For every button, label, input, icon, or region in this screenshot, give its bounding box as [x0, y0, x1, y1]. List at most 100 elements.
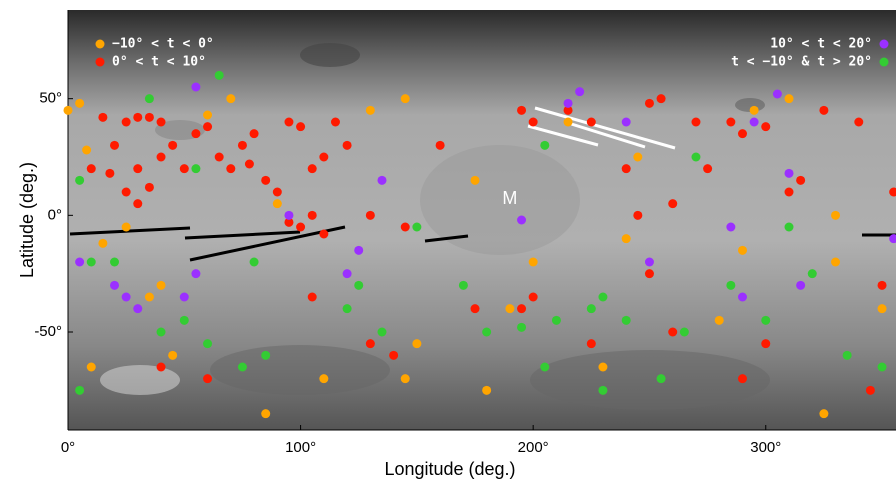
- point: [726, 223, 735, 232]
- point: [668, 328, 677, 337]
- legend-label: t < −10° & t > 20°: [731, 55, 872, 70]
- point: [587, 118, 596, 127]
- y-axis-title: Latitude (deg.): [17, 162, 37, 278]
- point: [738, 129, 747, 138]
- point: [203, 122, 212, 131]
- point: [575, 87, 584, 96]
- point: [505, 304, 514, 313]
- point: [180, 164, 189, 173]
- point: [203, 111, 212, 120]
- point: [366, 211, 375, 220]
- point: [203, 374, 212, 383]
- point: [819, 409, 828, 418]
- legend-marker: [880, 40, 889, 49]
- point: [715, 316, 724, 325]
- point: [343, 141, 352, 150]
- x-tick-label: 100°: [285, 439, 316, 456]
- point: [238, 363, 247, 372]
- point: [168, 141, 177, 150]
- point: [854, 118, 863, 127]
- point: [598, 386, 607, 395]
- point: [105, 169, 114, 178]
- point: [436, 141, 445, 150]
- point: [808, 269, 817, 278]
- point: [226, 164, 235, 173]
- point: [819, 106, 828, 115]
- point: [785, 223, 794, 232]
- point: [215, 71, 224, 80]
- point: [726, 281, 735, 290]
- point: [87, 164, 96, 173]
- point: [482, 386, 491, 395]
- point: [761, 339, 770, 348]
- point: [517, 304, 526, 313]
- point: [133, 113, 142, 122]
- point: [401, 374, 410, 383]
- point: [622, 164, 631, 173]
- point: [354, 246, 363, 255]
- point: [622, 316, 631, 325]
- point: [377, 176, 386, 185]
- point: [319, 230, 328, 239]
- point: [831, 211, 840, 220]
- point: [273, 188, 282, 197]
- point: [587, 304, 596, 313]
- point: [98, 239, 107, 248]
- point: [517, 216, 526, 225]
- point: [75, 258, 84, 267]
- point: [98, 113, 107, 122]
- point: [645, 99, 654, 108]
- point: [157, 153, 166, 162]
- x-tick-label: 0°: [61, 439, 75, 456]
- point: [866, 386, 875, 395]
- point: [843, 351, 852, 360]
- legend-marker: [96, 40, 105, 49]
- point: [831, 258, 840, 267]
- point: [598, 363, 607, 372]
- point: [482, 328, 491, 337]
- point: [785, 94, 794, 103]
- point: [296, 122, 305, 131]
- point: [529, 258, 538, 267]
- point: [261, 176, 270, 185]
- point: [110, 141, 119, 150]
- point: [412, 223, 421, 232]
- point: [308, 293, 317, 302]
- point: [261, 409, 270, 418]
- point: [633, 153, 642, 162]
- point: [633, 211, 642, 220]
- point: [796, 281, 805, 290]
- point: [750, 106, 759, 115]
- point: [401, 223, 410, 232]
- point: [564, 99, 573, 108]
- point: [878, 304, 887, 313]
- point: [401, 94, 410, 103]
- point: [517, 323, 526, 332]
- point: [773, 90, 782, 99]
- point: [796, 176, 805, 185]
- point: [180, 293, 189, 302]
- point: [110, 281, 119, 290]
- map-background: [68, 10, 896, 430]
- point: [145, 94, 154, 103]
- point: [261, 351, 270, 360]
- point: [296, 223, 305, 232]
- point: [308, 164, 317, 173]
- legend-label: 10° < t < 20°: [770, 37, 872, 52]
- point: [87, 258, 96, 267]
- point: [245, 160, 254, 169]
- point: [645, 269, 654, 278]
- legend-label: −10° < t < 0°: [112, 37, 214, 52]
- point: [343, 304, 352, 313]
- point: [319, 374, 328, 383]
- point: [540, 141, 549, 150]
- point: [273, 199, 282, 208]
- point: [191, 269, 200, 278]
- point: [540, 363, 549, 372]
- point: [250, 258, 259, 267]
- point: [319, 153, 328, 162]
- point: [75, 176, 84, 185]
- point: [308, 211, 317, 220]
- point: [645, 258, 654, 267]
- point: [366, 339, 375, 348]
